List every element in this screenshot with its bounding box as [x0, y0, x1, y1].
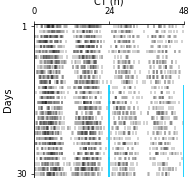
Bar	[183, 85, 185, 177]
X-axis label: CT (h): CT (h)	[94, 0, 124, 6]
Bar	[108, 85, 110, 177]
Y-axis label: Days: Days	[3, 88, 13, 112]
